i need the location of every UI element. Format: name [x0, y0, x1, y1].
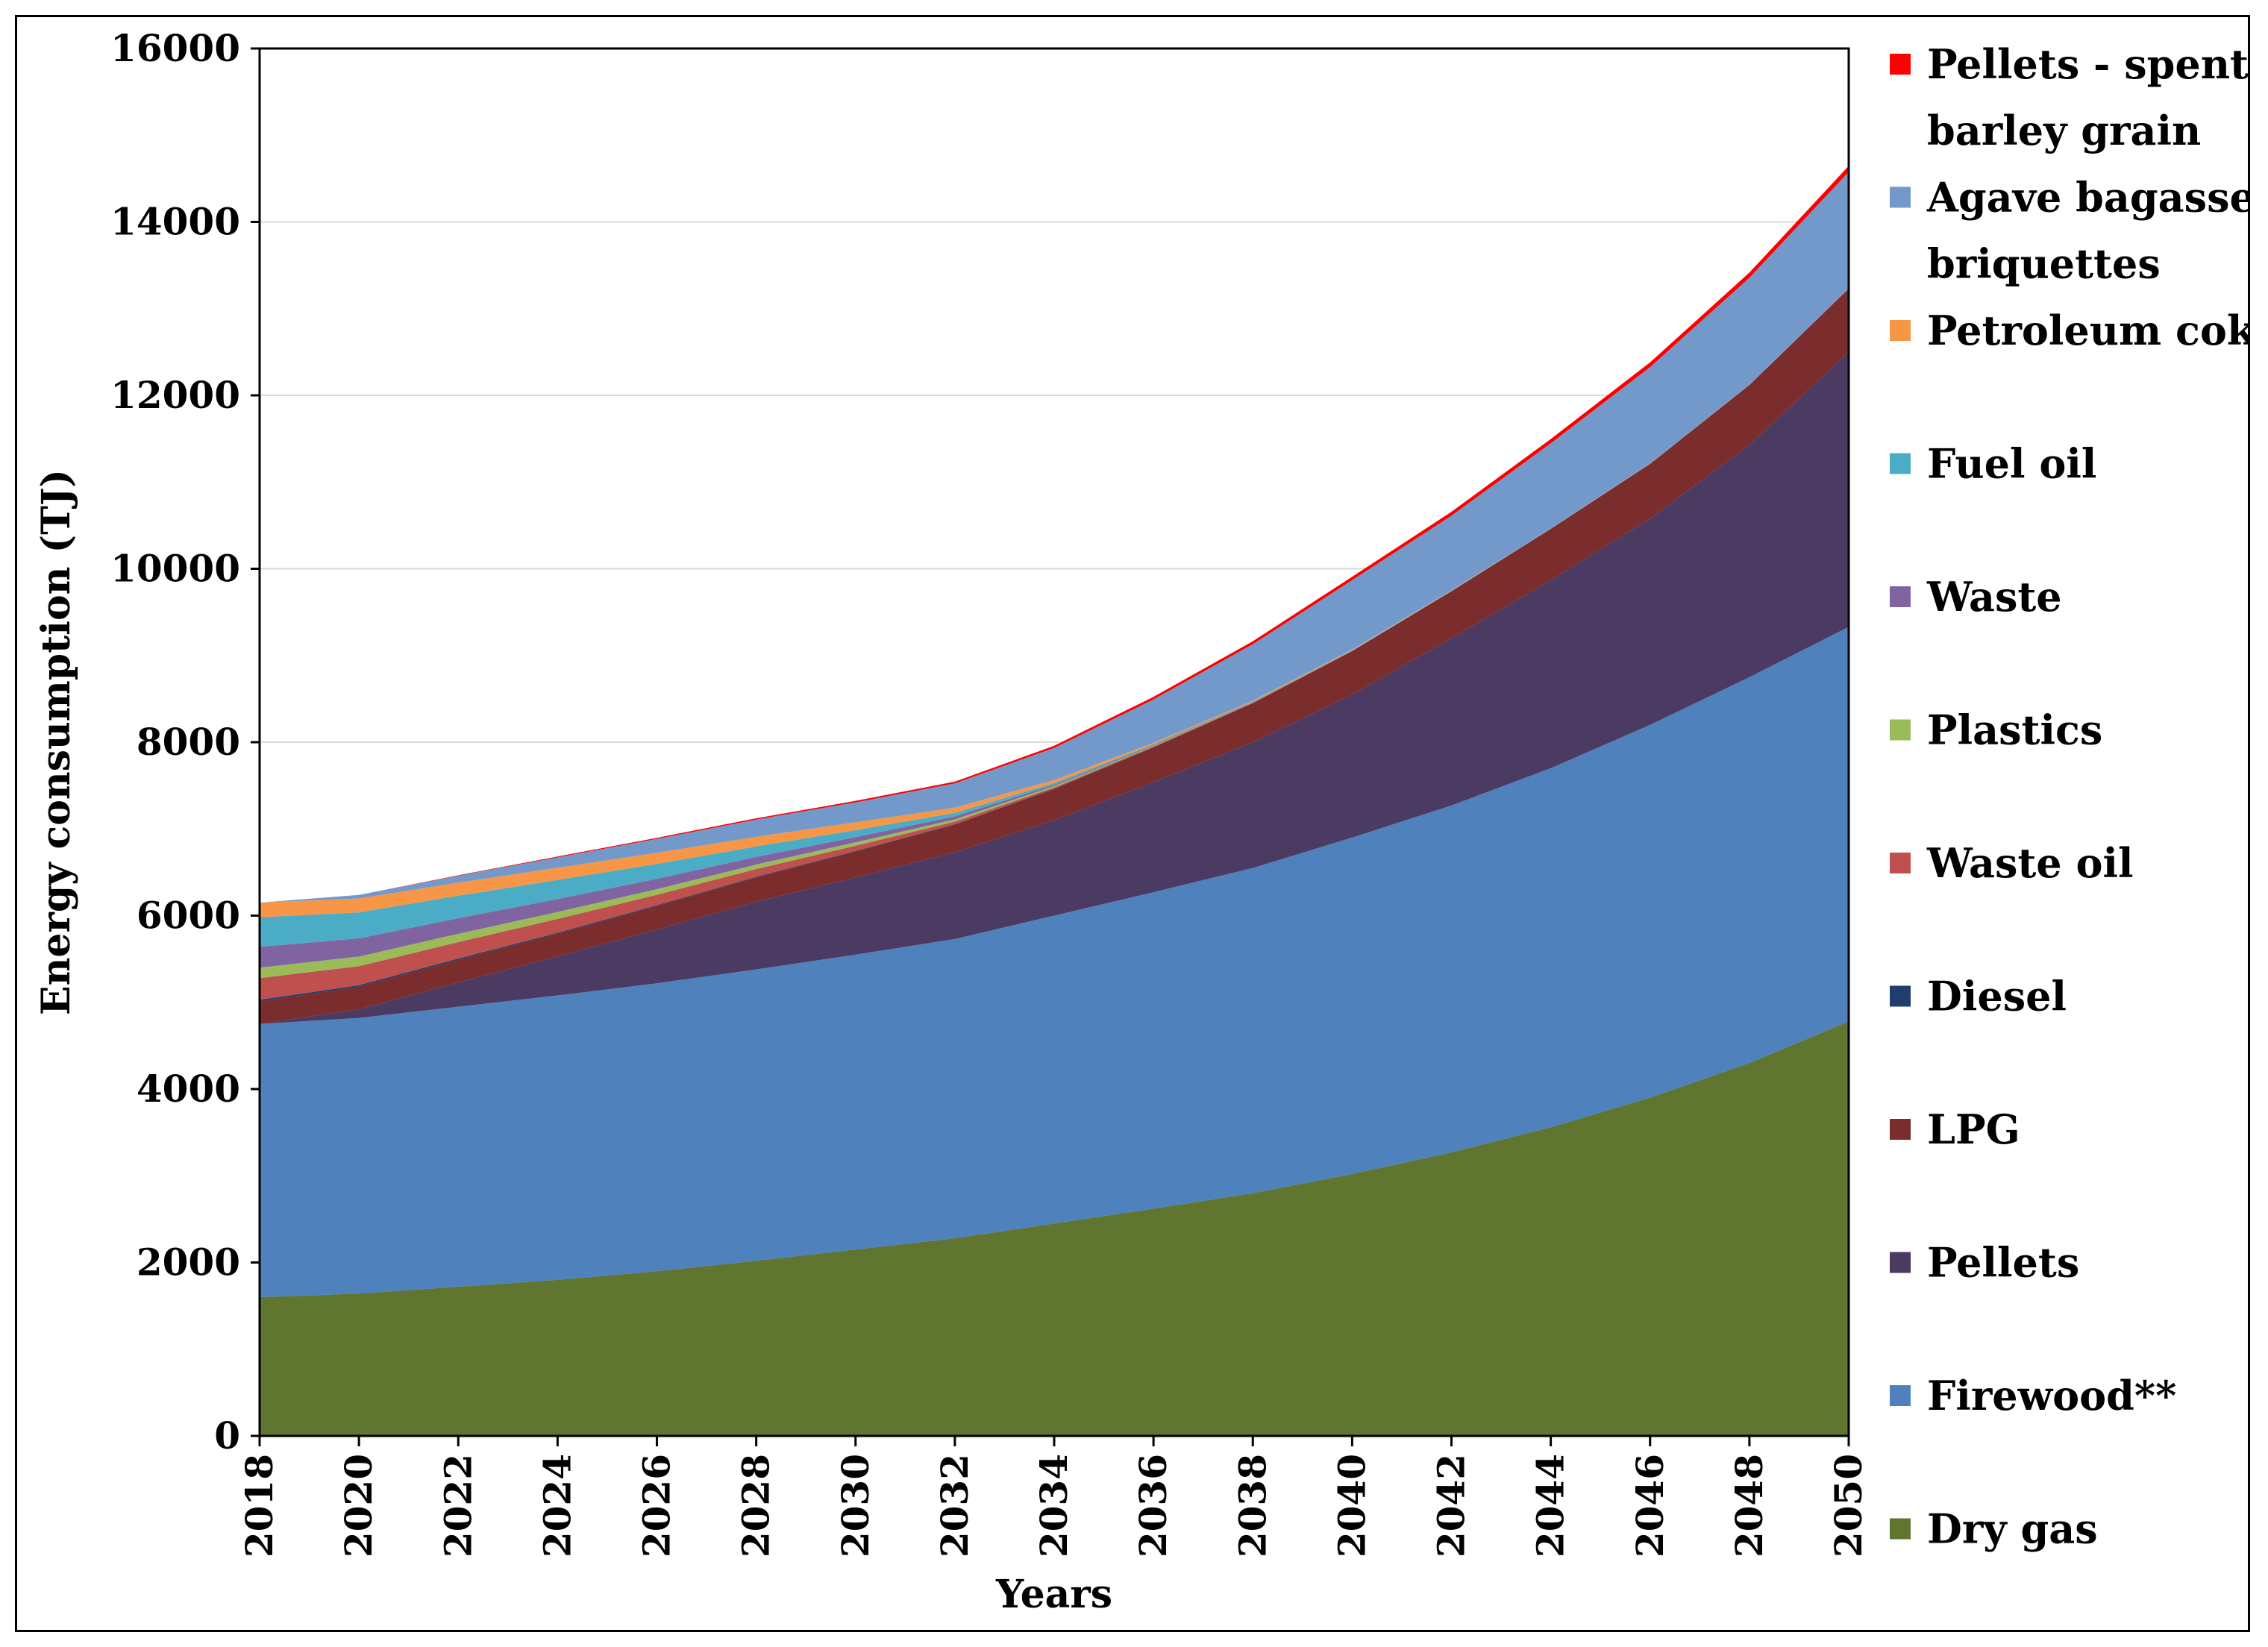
legend-swatch-petroleum-coke: [1890, 320, 1911, 341]
legend-swatch-plastics: [1890, 719, 1911, 741]
y-tick-label-4000: 4000: [137, 1067, 240, 1111]
y-tick-label-2000: 2000: [137, 1240, 240, 1284]
legend-label-pellets: Pellets: [1927, 1239, 2079, 1287]
y-tick-label-16000: 16000: [110, 26, 240, 70]
legend: Pellets - spent barley grain Agave bagasse…: [1890, 40, 2248, 1553]
legend-label-dry-gas: Dry gas: [1927, 1505, 2098, 1553]
x-tick-label-2036: 2036: [1131, 1454, 1175, 1557]
legend-label-waste-oil: Waste oil: [1926, 839, 2134, 887]
legend-label-agave-bagasse-briquettes: Agave bagasse briquettes: [1926, 174, 2248, 288]
x-tick-label-2038: 2038: [1230, 1454, 1274, 1557]
x-tick-label-2040: 2040: [1329, 1454, 1373, 1557]
x-tick-label-2022: 2022: [436, 1454, 480, 1557]
x-tick-label-2046: 2046: [1628, 1454, 1672, 1557]
x-tick-label-2032: 2032: [933, 1454, 977, 1557]
stacked-area-chart: 0 2000 4000 6000 8000 10000 12000 14000 16000 20…: [34, 26, 2248, 1617]
legend-label-firewood: Firewood**: [1927, 1372, 2176, 1419]
y-tick-label-0: 0: [214, 1414, 240, 1458]
legend-swatch-pellets: [1890, 1252, 1911, 1273]
x-tick-label-2034: 2034: [1032, 1454, 1076, 1557]
y-tick-label-14000: 14000: [110, 200, 240, 244]
x-axis-title: Years: [995, 1572, 1112, 1617]
y-axis-title: Energy consumption (TJ): [34, 469, 79, 1015]
legend-label-petroleum-coke: Petroleum coke: [1927, 307, 2248, 354]
y-tick-label-12000: 12000: [110, 373, 240, 417]
x-tick-label-2026: 2026: [635, 1454, 679, 1557]
legend-label-waste: Waste: [1926, 573, 2062, 621]
x-tick-label-2044: 2044: [1529, 1454, 1573, 1557]
area-firewood: [260, 627, 1849, 1297]
legend-swatch-dry-gas: [1890, 1518, 1911, 1540]
legend-swatch-waste: [1890, 586, 1911, 607]
legend-swatch-pellets-spent-barley-grain: [1890, 54, 1911, 75]
legend-swatch-firewood: [1890, 1385, 1911, 1406]
y-tick-label-8000: 8000: [137, 720, 240, 764]
legend-label-fuel-oil: Fuel oil: [1927, 440, 2096, 488]
legend-swatch-lpg: [1890, 1119, 1911, 1140]
x-tick-label-2020: 2020: [336, 1454, 380, 1557]
y-tick-label-6000: 6000: [137, 894, 240, 938]
legend-swatch-diesel: [1890, 985, 1911, 1007]
y-tick-label-10000: 10000: [110, 547, 240, 591]
legend-swatch-waste-oil: [1890, 853, 1911, 873]
x-tick-labels: 2018 2020 2022 2024 2026 2028 2030 2032 2034 2036…: [237, 1454, 1870, 1557]
x-tick-label-2042: 2042: [1429, 1454, 1473, 1557]
legend-label-plastics: Plastics: [1927, 706, 2102, 754]
legend-swatch-agave-bagasse-briquettes: [1890, 186, 1911, 208]
legend-label-diesel: Diesel: [1927, 973, 2067, 1020]
x-tick-label-2024: 2024: [535, 1454, 579, 1557]
x-tick-label-2018: 2018: [237, 1454, 281, 1557]
legend-swatch-fuel-oil: [1890, 453, 1911, 474]
x-tick-label-2050: 2050: [1826, 1454, 1870, 1557]
x-tick-label-2048: 2048: [1727, 1454, 1771, 1557]
legend-label-pellets-spent-barley-grain: Pellets - spent barley grain: [1927, 40, 2248, 154]
axes: [251, 47, 1850, 1446]
area-series: [260, 166, 1849, 1436]
area-dry-gas: [260, 1021, 1849, 1436]
area-agave-bagasse-briquettes: [260, 172, 1849, 903]
x-tick-label-2030: 2030: [833, 1454, 877, 1557]
x-tick-label-2028: 2028: [734, 1454, 778, 1557]
figure-frame: 0 2000 4000 6000 8000 10000 12000 14000 16000 20…: [15, 15, 2250, 1632]
legend-label-lpg: LPG: [1927, 1105, 2020, 1153]
y-tick-labels: 0 2000 4000 6000 8000 10000 12000 14000 16000: [110, 26, 240, 1458]
area-pellets: [260, 351, 1849, 1024]
